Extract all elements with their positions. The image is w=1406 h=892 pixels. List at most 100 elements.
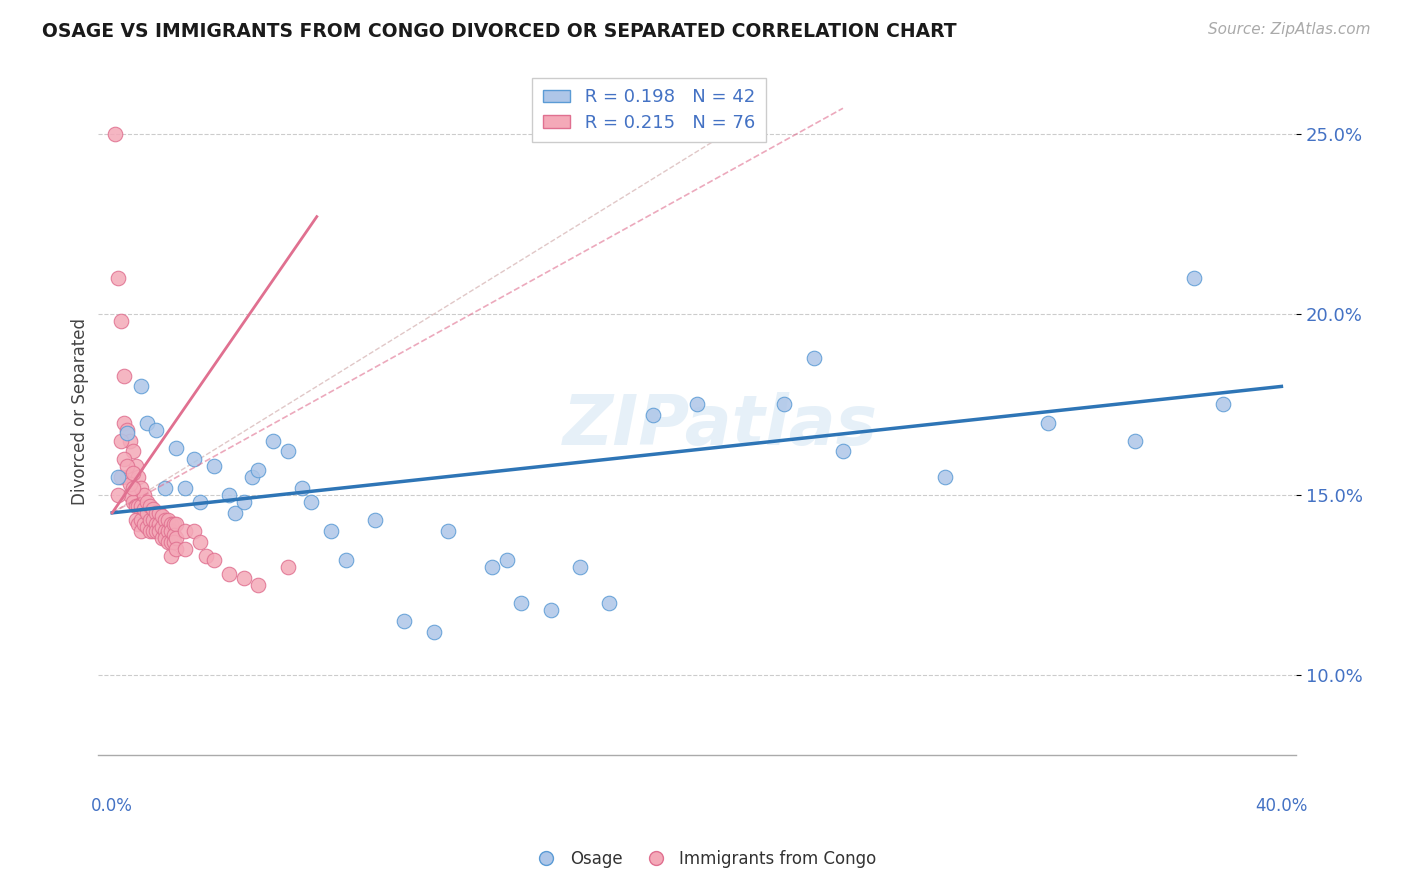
Point: [139, 524, 162, 538]
Point: [277, 560, 299, 574]
Point: [110, 314, 132, 328]
Point: [174, 541, 197, 556]
Point: [150, 520, 173, 534]
Point: [277, 444, 299, 458]
Point: [166, 516, 188, 531]
Point: [495, 553, 517, 567]
Point: [142, 524, 165, 538]
Point: [540, 603, 562, 617]
Point: [131, 379, 153, 393]
Point: [159, 549, 181, 564]
Point: [145, 423, 167, 437]
Point: [162, 527, 184, 541]
Point: [148, 516, 170, 531]
Point: [118, 488, 141, 502]
Point: [156, 534, 179, 549]
Point: [145, 516, 167, 531]
Legend: Osage, Immigrants from Congo: Osage, Immigrants from Congo: [523, 844, 883, 875]
Point: [124, 499, 146, 513]
Point: [166, 541, 188, 556]
Point: [142, 502, 165, 516]
Point: [134, 488, 156, 502]
Point: [242, 469, 264, 483]
Point: [150, 509, 173, 524]
Point: [136, 520, 159, 534]
Point: [112, 368, 135, 383]
Point: [299, 495, 322, 509]
Point: [107, 488, 129, 502]
Point: [153, 531, 176, 545]
Point: [115, 458, 138, 473]
Point: [773, 397, 796, 411]
Point: [174, 524, 197, 538]
Point: [1123, 434, 1146, 448]
Point: [128, 516, 150, 531]
Point: [145, 524, 167, 538]
Point: [568, 560, 591, 574]
Point: [150, 531, 173, 545]
Point: [118, 477, 141, 491]
Point: [121, 495, 143, 509]
Point: [131, 513, 153, 527]
Point: [364, 513, 387, 527]
Point: [131, 481, 153, 495]
Point: [131, 524, 153, 538]
Point: [803, 351, 825, 365]
Point: [481, 560, 503, 574]
Text: ZIPatlas: ZIPatlas: [564, 392, 879, 459]
Point: [139, 499, 162, 513]
Point: [218, 567, 240, 582]
Point: [262, 434, 284, 448]
Point: [136, 495, 159, 509]
Text: OSAGE VS IMMIGRANTS FROM CONGO DIVORCED OR SEPARATED CORRELATION CHART: OSAGE VS IMMIGRANTS FROM CONGO DIVORCED …: [42, 22, 957, 41]
Point: [131, 499, 153, 513]
Point: [115, 423, 138, 437]
Point: [148, 524, 170, 538]
Point: [134, 502, 156, 516]
Point: [121, 481, 143, 495]
Point: [134, 516, 156, 531]
Point: [162, 516, 184, 531]
Point: [1182, 271, 1205, 285]
Point: [224, 506, 246, 520]
Point: [686, 397, 709, 411]
Point: [107, 469, 129, 483]
Point: [153, 524, 176, 538]
Point: [183, 524, 205, 538]
Point: [394, 614, 416, 628]
Point: [832, 444, 855, 458]
Point: [422, 625, 444, 640]
Point: [104, 127, 127, 141]
Point: [107, 271, 129, 285]
Point: [142, 513, 165, 527]
Point: [148, 506, 170, 520]
Point: [437, 524, 460, 538]
Point: [124, 458, 146, 473]
Text: Source: ZipAtlas.com: Source: ZipAtlas.com: [1208, 22, 1371, 37]
Point: [159, 516, 181, 531]
Point: [156, 513, 179, 527]
Point: [136, 506, 159, 520]
Point: [174, 481, 197, 495]
Point: [598, 596, 620, 610]
Legend:  R = 0.198   N = 42,  R = 0.215   N = 76: R = 0.198 N = 42, R = 0.215 N = 76: [531, 78, 766, 143]
Point: [153, 481, 176, 495]
Point: [204, 458, 226, 473]
Point: [162, 534, 184, 549]
Point: [166, 441, 188, 455]
Point: [291, 481, 314, 495]
Point: [1212, 397, 1234, 411]
Point: [115, 426, 138, 441]
Point: [153, 513, 176, 527]
Point: [335, 553, 357, 567]
Point: [641, 409, 664, 423]
Point: [159, 524, 181, 538]
Point: [110, 469, 132, 483]
Point: [247, 578, 270, 592]
Point: [121, 444, 143, 458]
Point: [118, 434, 141, 448]
Point: [112, 451, 135, 466]
Point: [112, 416, 135, 430]
Point: [188, 534, 211, 549]
Point: [145, 506, 167, 520]
